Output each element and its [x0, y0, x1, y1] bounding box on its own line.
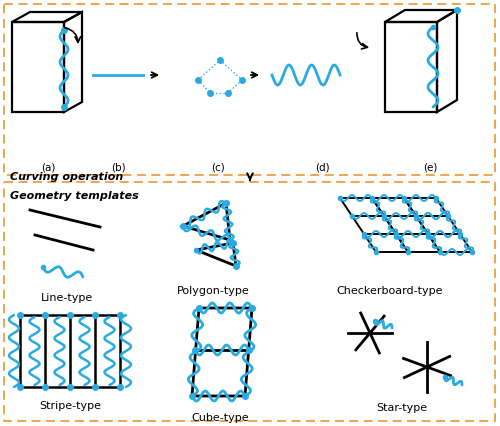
- Text: Cube-type: Cube-type: [191, 413, 249, 423]
- Text: (b): (b): [110, 162, 126, 172]
- Text: Polygon-type: Polygon-type: [176, 286, 250, 296]
- Text: Checkerboard-type: Checkerboard-type: [337, 286, 444, 296]
- Text: (d): (d): [314, 162, 330, 172]
- Bar: [4, 182, 495, 421]
- Text: (c): (c): [211, 162, 225, 172]
- Text: (e): (e): [423, 162, 437, 172]
- Text: (a): (a): [41, 162, 55, 172]
- Text: Stripe-type: Stripe-type: [39, 401, 101, 411]
- Text: Line-type: Line-type: [41, 293, 93, 303]
- Bar: [4, 4, 495, 175]
- Text: Star-type: Star-type: [376, 403, 428, 413]
- Text: Curving operation: Curving operation: [10, 172, 123, 182]
- Text: Geometry templates: Geometry templates: [10, 191, 139, 201]
